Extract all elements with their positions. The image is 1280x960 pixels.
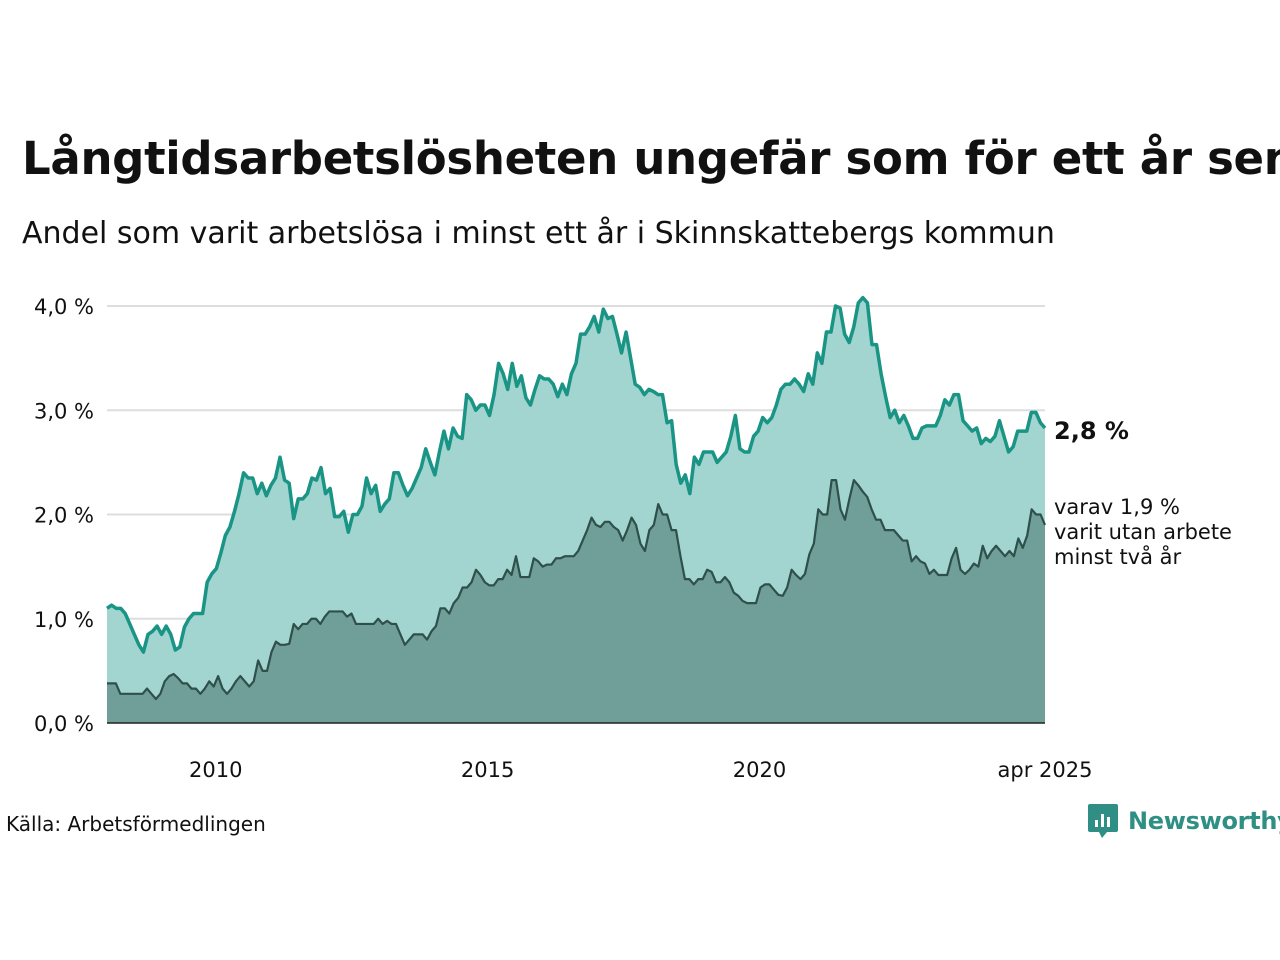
chart-title: Långtidsarbetslösheten ungefär som för e… — [22, 132, 1280, 185]
series-2-end-label: varav 1,9 % varit utan arbete minst två år — [1054, 495, 1232, 569]
x-tick-label: apr 2025 — [998, 758, 1093, 782]
series-areas — [106, 295, 1047, 724]
x-tick-label: 2020 — [733, 758, 786, 782]
y-tick-label: 2,0 % — [34, 504, 94, 528]
series-2-line — [107, 479, 1047, 701]
source-note: Källa: Arbetsförmedlingen — [6, 812, 266, 836]
x-tick-label: 2010 — [189, 758, 242, 782]
series-2-end-label-line: minst två år — [1054, 544, 1182, 569]
chart-subtitle: Andel som varit arbetslösa i minst ett å… — [22, 216, 1055, 251]
newsworthy-logo-icon — [1088, 804, 1118, 838]
series-2-end-label-line: varav 1,9 % — [1054, 495, 1180, 519]
x-tick-label: 2015 — [461, 758, 514, 782]
y-tick-label: 4,0 % — [34, 295, 94, 319]
end-labels: 2,8 % varav 1,9 % varit utan arbete minst t… — [1054, 417, 1232, 569]
y-tick-label: 3,0 % — [34, 399, 94, 423]
series-2-area — [107, 480, 1045, 723]
y-axis: 0,0 % 1,0 % 2,0 % 3,0 % 4,0 % — [34, 295, 94, 736]
series-1-line — [106, 295, 1047, 654]
y-tick-label: 0,0 % — [34, 712, 94, 736]
newsworthy-logo-text: Newsworthy — [1128, 807, 1280, 835]
series-1-end-label: 2,8 % — [1054, 417, 1129, 445]
y-tick-label: 1,0 % — [34, 608, 94, 632]
x-axis: 2010 2015 2020 apr 2025 — [189, 758, 1092, 782]
newsworthy-logo[interactable]: Newsworthy — [1088, 804, 1280, 838]
series-2-end-label-line: varit utan arbete — [1054, 520, 1232, 544]
